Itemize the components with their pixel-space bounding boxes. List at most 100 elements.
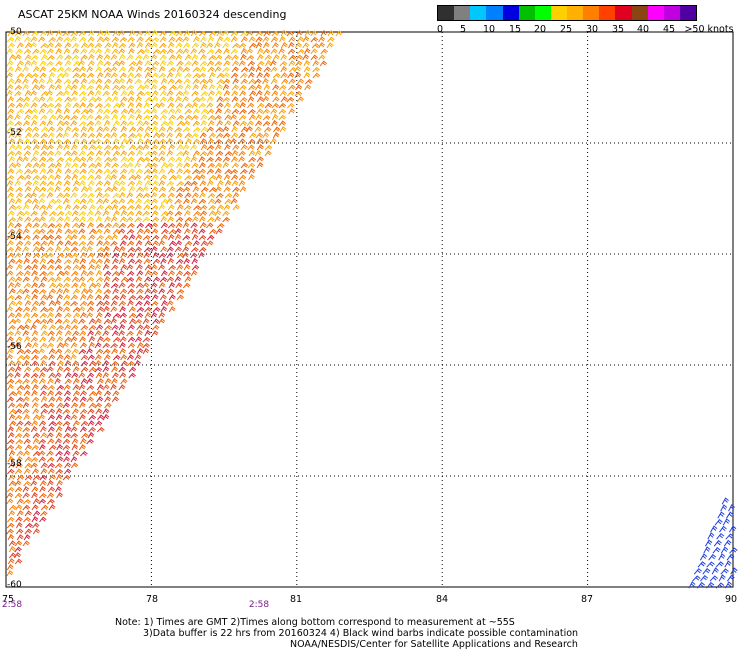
wind-barb <box>46 270 55 277</box>
wind-barb <box>30 323 37 331</box>
wind-barb <box>142 84 150 91</box>
wind-barb <box>22 360 30 367</box>
wind-barb <box>118 366 126 373</box>
wind-barb <box>86 198 94 205</box>
wind-barb <box>48 324 56 331</box>
wind-barb <box>104 234 113 241</box>
wind-barb <box>96 384 104 391</box>
wind-barb <box>54 258 62 265</box>
wind-barb <box>222 72 230 79</box>
wind-barb <box>63 186 71 193</box>
wind-barb <box>72 378 80 385</box>
wind-barb <box>16 474 25 481</box>
wind-barb <box>278 47 285 55</box>
wind-barb <box>184 132 192 139</box>
wind-barb <box>120 120 128 127</box>
wind-barb <box>174 210 183 217</box>
wind-barb <box>207 120 215 127</box>
wind-barb <box>110 216 118 223</box>
wind-barb <box>40 395 48 403</box>
wind-barb <box>110 72 118 79</box>
wind-barb <box>143 246 152 253</box>
wind-barb <box>158 84 167 91</box>
wind-barb <box>254 78 262 85</box>
wind-barb <box>72 264 80 271</box>
wind-barb <box>248 84 256 91</box>
wind-barb <box>55 227 63 235</box>
wind-barb <box>127 96 135 103</box>
legend-color-swatch <box>438 6 455 20</box>
wind-barb <box>14 371 21 379</box>
wind-barb <box>198 72 207 79</box>
wind-barb <box>14 492 23 499</box>
wind-barb <box>191 264 200 271</box>
wind-barb <box>270 36 279 43</box>
wind-barb <box>136 228 144 235</box>
wind-barb <box>7 228 16 235</box>
wind-barb <box>39 186 47 193</box>
wind-barb <box>216 102 224 109</box>
wind-barb <box>158 312 166 319</box>
wind-barb <box>232 192 240 199</box>
wind-barb <box>135 168 144 175</box>
wind-barb <box>151 294 159 301</box>
wind-barb <box>54 42 62 49</box>
wind-barb <box>175 54 183 61</box>
wind-barb <box>97 30 104 37</box>
wind-barb <box>14 408 23 415</box>
wind-barb <box>320 30 328 37</box>
wind-barb <box>288 108 296 115</box>
wind-barb <box>72 131 79 139</box>
wind-barb <box>199 162 206 169</box>
wind-barb <box>24 54 32 61</box>
wind-barb <box>70 240 79 247</box>
wind-barb <box>64 66 72 73</box>
wind-barb <box>159 144 167 151</box>
wind-barb <box>47 132 55 139</box>
wind-barb <box>23 150 31 157</box>
wind-barb <box>255 65 263 73</box>
wind-barb <box>112 228 121 235</box>
wind-barb <box>730 567 738 575</box>
wind-barb <box>118 174 127 181</box>
wind-barb <box>8 402 16 409</box>
wind-barb <box>175 270 184 277</box>
wind-barb <box>14 132 22 139</box>
wind-barb <box>39 138 47 145</box>
wind-barb <box>191 192 199 199</box>
wind-barb <box>160 77 168 85</box>
wind-barb <box>32 450 41 457</box>
wind-barb <box>89 228 97 235</box>
wind-barb <box>143 101 151 109</box>
wind-barb <box>700 574 709 582</box>
wind-barb <box>129 318 136 325</box>
wind-barb <box>199 60 208 67</box>
wind-barb <box>144 162 152 169</box>
wind-barb <box>200 90 209 97</box>
wind-barb <box>103 180 111 187</box>
wind-barb <box>143 168 152 175</box>
wind-barb <box>38 300 46 307</box>
wind-barb <box>6 444 15 451</box>
wind-barb <box>126 210 135 217</box>
wind-barb <box>64 336 72 343</box>
wind-barb <box>134 78 143 85</box>
wind-barb <box>127 72 135 79</box>
wind-barb <box>8 216 17 223</box>
wind-barb <box>312 66 320 73</box>
wind-barb <box>14 276 23 283</box>
wind-barb <box>40 384 48 391</box>
wind-barb <box>15 516 23 523</box>
wind-barb <box>31 300 40 307</box>
wind-barb <box>312 60 320 67</box>
wind-barb <box>175 30 184 37</box>
wind-barb <box>103 275 111 283</box>
wind-barb <box>7 558 15 565</box>
wind-barb <box>119 347 126 355</box>
wind-barb <box>23 234 31 241</box>
wind-barb <box>40 324 48 331</box>
wind-barb <box>126 360 135 367</box>
wind-barb <box>24 60 32 67</box>
wind-barb <box>278 102 287 109</box>
wind-barb <box>8 552 17 559</box>
